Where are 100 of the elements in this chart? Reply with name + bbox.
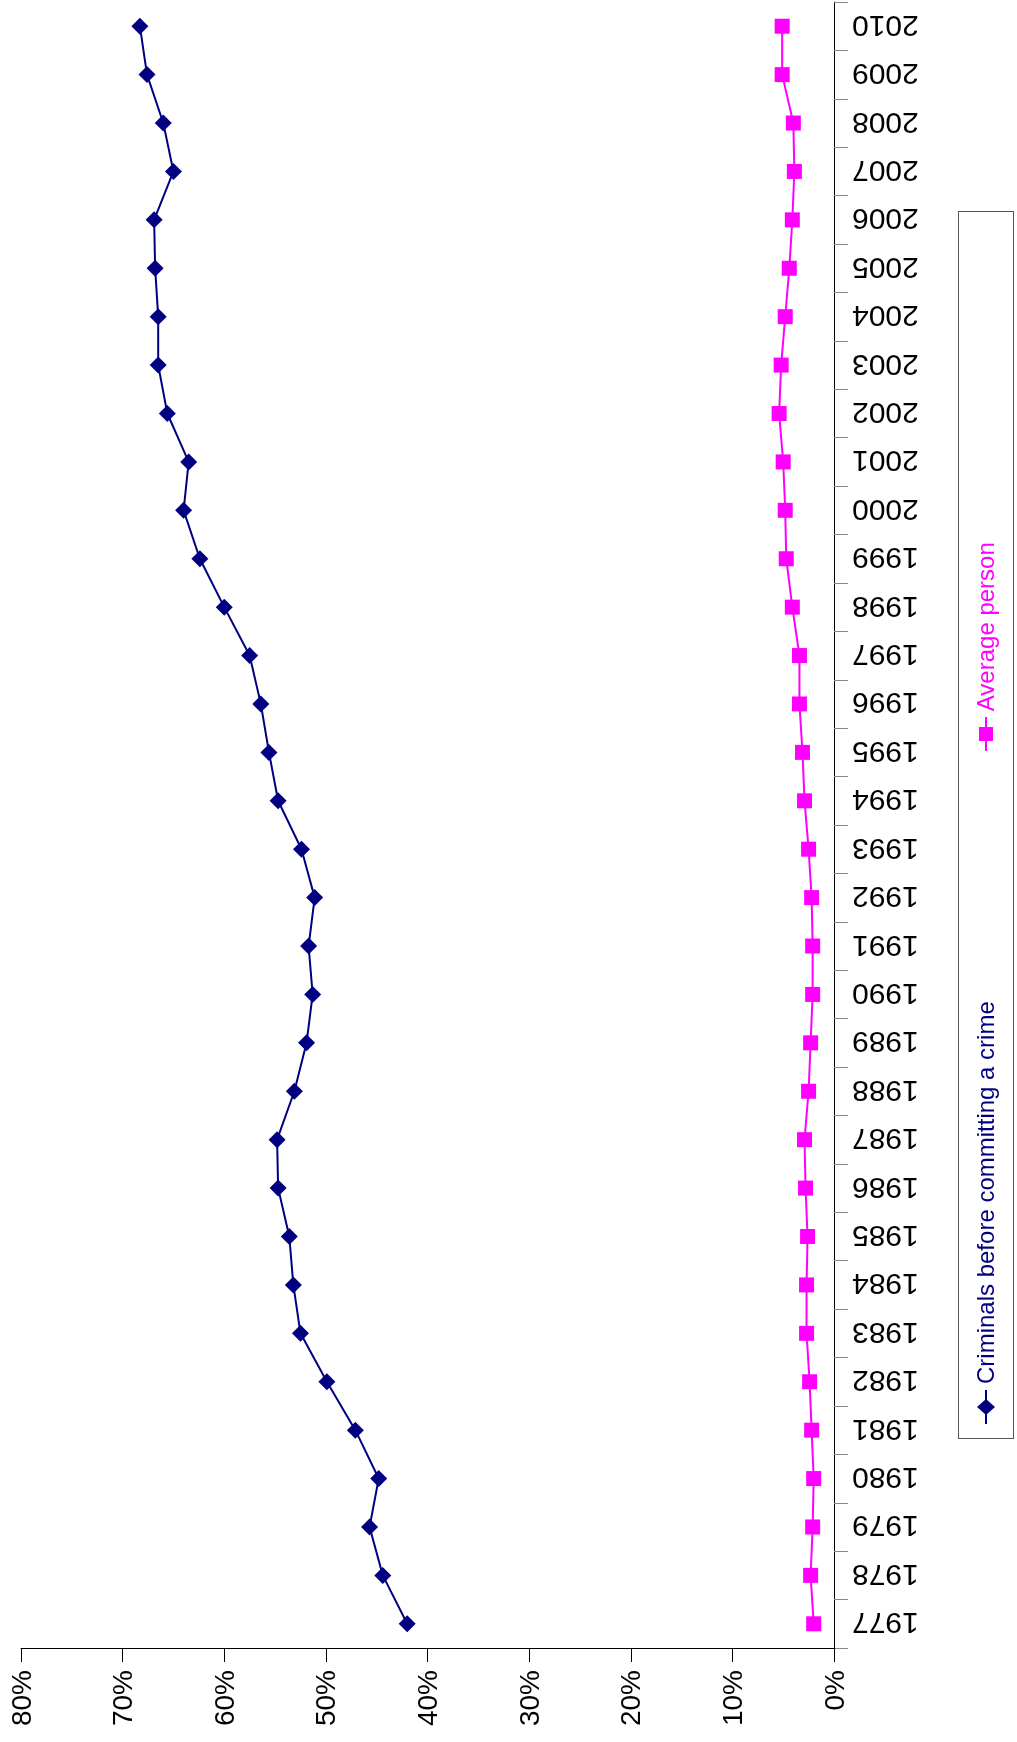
y-tick-label: 1994: [852, 784, 919, 818]
y-tick-label: 1980: [852, 1462, 919, 1496]
y-tick-label: 1995: [852, 735, 919, 769]
point: [799, 1325, 815, 1341]
point: [374, 1566, 392, 1584]
text: Criminals before committing a crime: [972, 1001, 1000, 1384]
y-tick-label: 1983: [852, 1316, 919, 1350]
point: [138, 66, 156, 84]
point: [795, 744, 810, 760]
y-tick-label: 1997: [852, 639, 919, 673]
x-tick-label: 70%: [107, 1670, 139, 1727]
point: [215, 598, 233, 616]
point: [306, 889, 324, 907]
x-tick-label: 20%: [615, 1670, 647, 1727]
point: [786, 163, 802, 179]
point: [791, 696, 807, 712]
point: [370, 1470, 388, 1488]
point: [777, 309, 793, 325]
point: [801, 1083, 817, 1099]
point: [131, 17, 149, 35]
point: [774, 67, 790, 83]
point: [149, 356, 167, 374]
point: [799, 1277, 815, 1293]
y-tick-label: 1993: [852, 832, 919, 866]
point: [784, 599, 800, 615]
x-tick-label: 60%: [208, 1670, 240, 1727]
point: [149, 308, 167, 326]
y-tick-label: 2000: [852, 493, 919, 527]
point: [158, 405, 176, 422]
point: [284, 1276, 302, 1294]
point: [781, 260, 797, 276]
point: [252, 695, 270, 713]
y-tick-label: 2010: [852, 9, 919, 43]
point: [164, 162, 182, 180]
point: [800, 1229, 816, 1244]
point: [773, 357, 789, 373]
y-tick-label: 1996: [852, 687, 919, 721]
point: [241, 647, 259, 665]
x-tick-label: 40%: [412, 1670, 443, 1727]
point: [801, 841, 817, 857]
y-tick-label: 1981: [852, 1413, 919, 1447]
point: [805, 938, 821, 954]
y-tick-label: 1979: [852, 1510, 919, 1544]
point: [798, 1180, 814, 1196]
point: [191, 550, 209, 568]
y-tick-label: 2004: [852, 300, 919, 334]
y-tick-label: 1984: [852, 1268, 919, 1302]
y-tick-label: 2001: [852, 445, 919, 479]
point: [806, 1471, 822, 1487]
point: [785, 115, 801, 131]
point: [304, 985, 322, 1003]
point: [298, 1034, 316, 1052]
point: [797, 1132, 813, 1148]
x-tick-label: 0%: [818, 1670, 850, 1711]
point: [771, 406, 787, 421]
point: [269, 1179, 287, 1197]
point: [318, 1373, 336, 1391]
text: Average person: [972, 542, 1000, 712]
point: [268, 1131, 286, 1149]
y-tick-label: 2005: [852, 251, 919, 285]
y-tick-label: 1987: [852, 1123, 919, 1157]
point: [154, 114, 172, 132]
y-tick-label: 2007: [852, 154, 919, 188]
point: [805, 986, 821, 1002]
point: [269, 792, 287, 810]
y-tick-label: 1990: [852, 977, 919, 1011]
x-tick-label: 30%: [513, 1670, 545, 1727]
y-tick-label: 2009: [852, 58, 919, 92]
y-tick-label: 1998: [852, 590, 919, 624]
y-tick-label: 1985: [852, 1220, 919, 1253]
point: [292, 840, 310, 858]
point: [804, 890, 820, 906]
point: [803, 1035, 819, 1051]
point: [791, 648, 807, 664]
point: [805, 1519, 821, 1535]
y-tick-label: 2002: [852, 397, 919, 430]
point: [398, 1615, 416, 1633]
y-tick-label: 1992: [852, 881, 919, 915]
point: [775, 454, 791, 470]
point: [778, 551, 794, 567]
x-tick-label: 80%: [5, 1670, 37, 1727]
point: [285, 1082, 303, 1100]
point: [774, 18, 790, 34]
y-tick-label: 2006: [852, 203, 919, 237]
y-tick-label: 1977: [852, 1607, 919, 1641]
point: [260, 743, 278, 761]
point: [346, 1421, 364, 1439]
y-tick-label: 1991: [852, 929, 919, 963]
point: [146, 259, 164, 277]
x-tick-label: 10%: [716, 1670, 748, 1727]
point: [175, 501, 193, 519]
point: [280, 1228, 298, 1245]
point: [802, 1374, 818, 1390]
y-tick-label: 1982: [852, 1365, 919, 1399]
point: [145, 211, 163, 229]
point: [777, 502, 793, 518]
point: [784, 212, 800, 228]
point: [180, 453, 198, 471]
point: [300, 937, 318, 955]
y-tick-label: 1988: [852, 1074, 919, 1108]
